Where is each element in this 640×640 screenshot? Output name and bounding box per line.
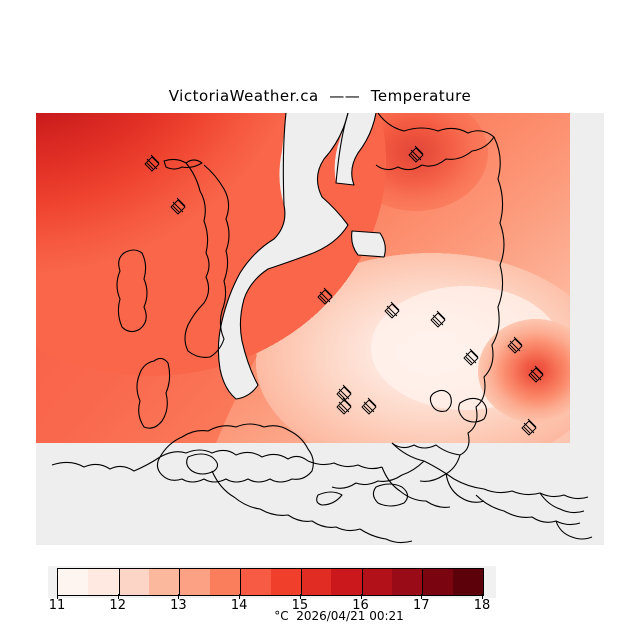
colorbar-segment: [270, 569, 301, 595]
colorbar-segment: [361, 569, 392, 595]
colorbar-divider: [118, 569, 120, 595]
map-panel[interactable]: [36, 113, 604, 545]
colorbar-ticks: 11 12 13 14 15 16 17 18: [0, 594, 640, 614]
colorbar[interactable]: [57, 568, 484, 596]
colorbar-segment: [331, 569, 362, 595]
colorbar-segment: [452, 569, 484, 595]
coastline-and-stations: [36, 113, 604, 545]
colorbar-tick-label: 11: [48, 598, 66, 613]
colorbar-segment: [118, 569, 150, 595]
colorbar-segment: [391, 569, 423, 595]
colorbar-tick-label: 12: [109, 598, 126, 613]
colorbar-segment: [88, 569, 119, 595]
colorbar-divider: [240, 569, 242, 595]
colorbar-tick: [482, 594, 483, 599]
colorbar-divider: [179, 569, 181, 595]
page-title: VictoriaWeather.ca —— Temperature: [168, 87, 472, 105]
colorbar-segment: [179, 569, 210, 595]
colorbar-tick-label: 13: [170, 598, 187, 613]
colorbar-tick-label: 17: [413, 598, 430, 613]
colorbar-tick: [421, 594, 423, 599]
colorbar-tick: [239, 594, 241, 599]
colorbar-divider: [361, 569, 363, 595]
colorbar-segment: [209, 569, 241, 595]
colorbar-segment: [149, 569, 180, 595]
colorbar-tick-label: 15: [291, 598, 309, 613]
colorbar-tick: [299, 594, 301, 599]
colorbar-segment: [240, 569, 271, 595]
colorbar-segment: [58, 569, 89, 595]
colorbar-tick: [360, 594, 362, 599]
colorbar-segment: [422, 569, 453, 595]
colorbar-divider: [300, 569, 302, 595]
colorbar-tick: [57, 594, 58, 599]
colorbar-caption: °C 2026/04/21 00:21: [274, 609, 404, 623]
colorbar-tick-label: 16: [352, 598, 369, 613]
colorbar-segment: [300, 569, 332, 595]
colorbar-tick: [178, 594, 180, 599]
colorbar-tick-label: 18: [473, 598, 491, 613]
temperature-field: [36, 113, 570, 443]
colorbar-tick-label: 14: [230, 598, 248, 613]
colorbar-divider: [422, 569, 424, 595]
colorbar-tick: [117, 594, 119, 599]
